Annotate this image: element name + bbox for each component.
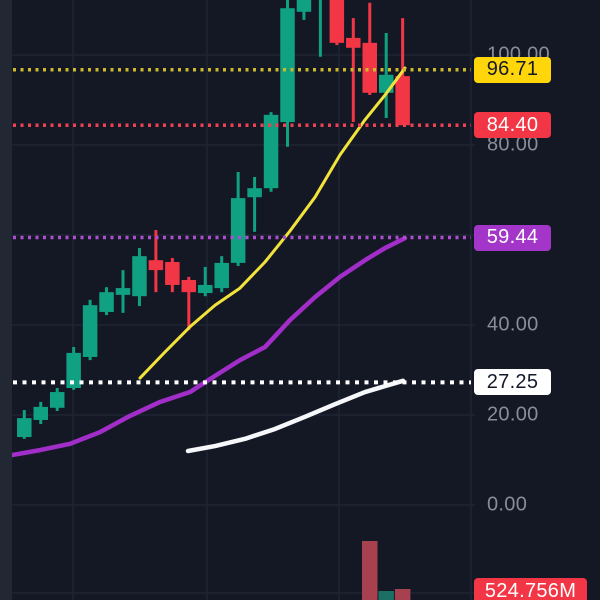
candle-body	[280, 8, 295, 123]
volume-bar	[378, 591, 394, 600]
price-axis-tick: 0.00	[487, 493, 528, 516]
candle-body	[115, 288, 131, 295]
candle-body	[230, 198, 246, 263]
candle-body	[214, 262, 229, 289]
price-level-badge: 96.71	[474, 56, 551, 83]
candle-body	[165, 262, 180, 285]
candle-body	[132, 256, 147, 297]
candle-body	[395, 76, 410, 126]
candle-body	[49, 392, 65, 408]
candle-body	[296, 0, 312, 12]
volume-value-badge: 524.756M	[474, 578, 587, 600]
volume-bar	[394, 589, 411, 600]
candle-body	[198, 284, 213, 294]
candle-body	[263, 114, 279, 189]
candle-body	[362, 42, 377, 93]
candle-body	[17, 418, 32, 438]
ma-white-line	[185, 378, 406, 454]
candle-body	[148, 260, 164, 271]
candle-body	[329, 0, 345, 43]
ma-yellow-line	[138, 66, 407, 380]
price-axis-tick: 80.00	[487, 133, 539, 156]
price-level-badge: 59.44	[474, 224, 551, 251]
candle-body	[99, 292, 114, 312]
candle-body	[346, 37, 361, 48]
left-edge-panel	[0, 0, 12, 600]
ma-purple-line	[9, 235, 408, 458]
candle-body	[82, 305, 98, 357]
candle-body	[247, 188, 262, 198]
candle-body	[33, 406, 48, 420]
price-level-badge: 27.25	[474, 369, 551, 396]
price-axis-tick: 40.00	[487, 313, 539, 336]
volume-bar	[362, 541, 378, 600]
candle-body	[66, 352, 81, 388]
price-level-badge: 84.40	[474, 112, 551, 139]
price-axis-tick: 20.00	[487, 403, 539, 426]
candle-body	[181, 280, 197, 293]
candle-body	[378, 74, 394, 93]
